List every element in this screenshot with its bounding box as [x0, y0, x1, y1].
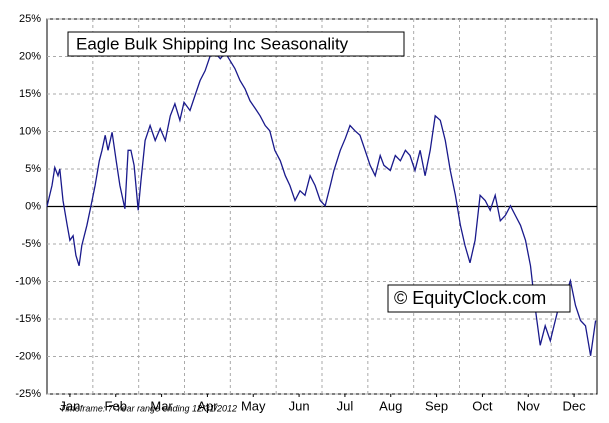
watermark-box: [387, 284, 571, 313]
x-tick-label: Mar: [150, 398, 173, 413]
y-tick-label: -10%: [15, 275, 41, 287]
y-tick-label: 5%: [25, 163, 41, 175]
chart-title: Eagle Bulk Shipping Inc Seasonality: [76, 34, 349, 53]
y-tick-label: -5%: [21, 238, 41, 250]
y-tick-label: 10%: [19, 125, 41, 137]
x-tick-label: Apr: [197, 398, 218, 413]
x-tick-label: May: [241, 398, 266, 413]
x-tick-label: Oct: [472, 398, 493, 413]
y-tick-label: -20%: [15, 350, 41, 362]
x-tick-label: Sep: [425, 398, 448, 413]
x-tick-label: Nov: [517, 398, 541, 413]
x-tick-label: Dec: [563, 398, 587, 413]
title-box: [67, 31, 405, 57]
x-tick-label: Aug: [379, 398, 402, 413]
footnote: Timeframe: 7-Year range ending 12/31/201…: [60, 403, 237, 413]
y-tick-label: 0%: [25, 200, 41, 212]
x-tick-label: Jan: [59, 398, 80, 413]
y-tick-label: -25%: [15, 388, 41, 400]
marks: [46, 51, 597, 356]
y-tick-label: 15%: [19, 88, 41, 100]
y-tick-label: 20%: [19, 50, 41, 62]
x-tick-label: Jun: [289, 398, 310, 413]
y-tick-label: 25%: [19, 13, 41, 25]
y-tick-label: -15%: [15, 313, 41, 325]
series-line: [46, 51, 597, 356]
x-tick-label: Feb: [105, 398, 127, 413]
watermark: © EquityClock.com: [394, 288, 546, 308]
x-tick-label: Jul: [337, 398, 354, 413]
